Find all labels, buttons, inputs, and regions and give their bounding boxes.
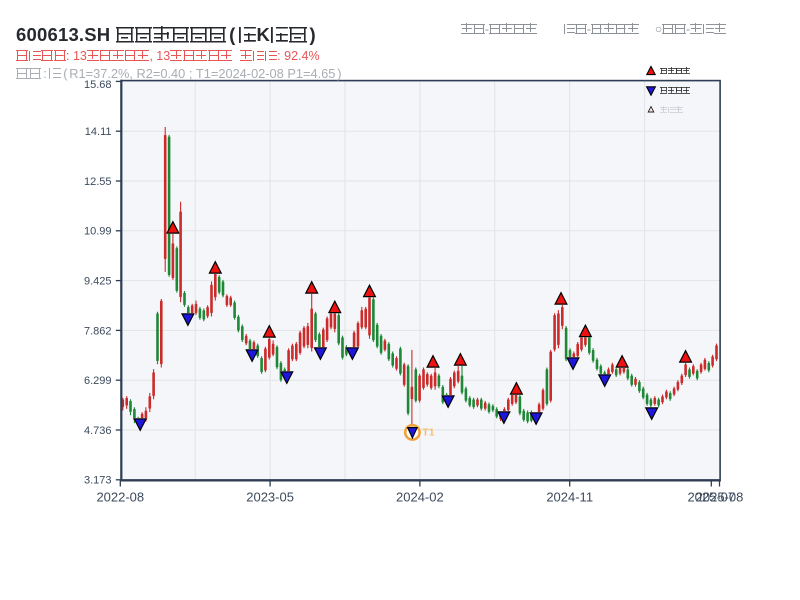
svg-text:14.11: 14.11 (85, 126, 112, 138)
svg-text:9.425: 9.425 (84, 276, 112, 288)
svg-text:15.68: 15.68 (84, 79, 112, 91)
svg-text:6.299: 6.299 (84, 375, 112, 387)
svg-text:10.99: 10.99 (84, 226, 112, 238)
svg-text:7.862: 7.862 (84, 325, 112, 337)
svg-text:2022-08: 2022-08 (96, 490, 144, 505)
svg-text:4.736: 4.736 (84, 425, 112, 437)
svg-text:2025-08: 2025-08 (696, 490, 744, 505)
svg-text:2024-11: 2024-11 (546, 490, 593, 505)
svg-text:12.55: 12.55 (84, 176, 112, 188)
svg-text:3.173: 3.173 (84, 475, 112, 487)
svg-text:2024-02: 2024-02 (396, 490, 444, 505)
svg-text:2023-05: 2023-05 (246, 490, 294, 505)
svg-text:T1: T1 (422, 427, 434, 439)
svg-text:2025-07: 2025-07 (687, 490, 735, 505)
